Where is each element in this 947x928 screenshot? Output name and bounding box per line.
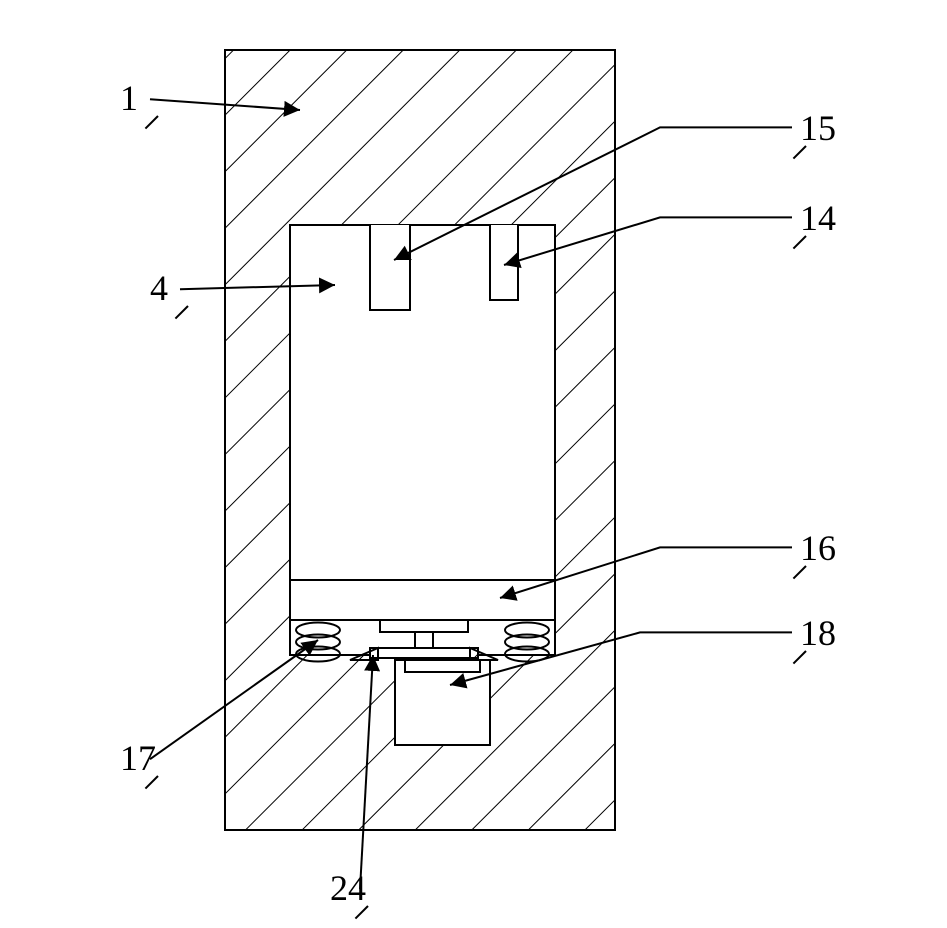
top-protrusion-left xyxy=(370,225,410,310)
label-l14-text: 14 xyxy=(800,198,836,238)
label-l18-text: 18 xyxy=(800,613,836,653)
label-l15-text: 15 xyxy=(800,108,836,148)
t-top-bar xyxy=(380,620,468,632)
label-l4-text: 4 xyxy=(150,268,168,308)
movable-plate xyxy=(290,580,555,620)
label-l16-text: 16 xyxy=(800,528,836,568)
label-l1-text: 1 xyxy=(120,78,138,118)
t-mid-bar xyxy=(370,648,478,658)
